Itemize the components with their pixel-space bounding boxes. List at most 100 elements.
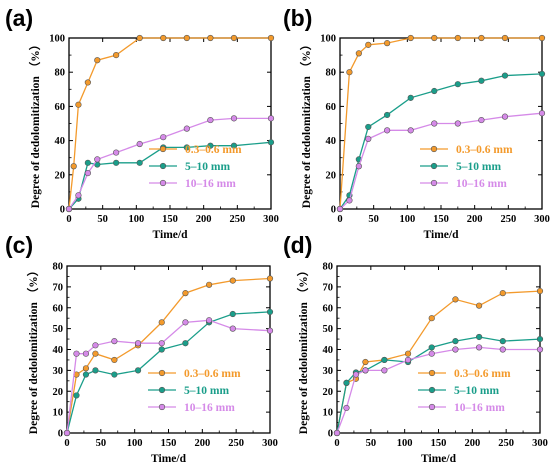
x-tick-label: 200 xyxy=(194,438,210,449)
y-tick-label: 40 xyxy=(323,345,334,356)
data-point xyxy=(230,34,238,42)
legend-marker xyxy=(430,162,438,170)
data-point xyxy=(84,169,91,177)
x-tick-label: 0 xyxy=(66,214,71,225)
data-point xyxy=(82,365,90,372)
data-point xyxy=(499,338,506,345)
legend-marker xyxy=(430,179,438,187)
data-point xyxy=(229,325,236,332)
x-tick-label: 0 xyxy=(337,214,342,225)
series-line-1 xyxy=(68,37,271,210)
data-point xyxy=(346,69,353,76)
legend-marker xyxy=(159,179,167,187)
data-point xyxy=(182,290,189,297)
legend-label: 10–16 mm xyxy=(184,402,235,414)
data-point xyxy=(113,159,120,166)
data-point xyxy=(206,317,213,324)
legend-label: 5–10 mm xyxy=(184,385,229,397)
legend-marker xyxy=(159,145,167,153)
data-point xyxy=(229,277,236,284)
x-tick-label: 250 xyxy=(229,214,245,225)
data-point xyxy=(92,367,99,374)
data-point xyxy=(454,81,461,88)
legend-marker xyxy=(158,386,166,394)
legend-marker xyxy=(428,386,436,394)
legend-label: 0.3–0.6 mm xyxy=(185,144,242,156)
data-point xyxy=(266,275,274,282)
plot-frame xyxy=(66,265,271,434)
legend-label: 10–16 mm xyxy=(454,402,505,414)
data-point xyxy=(499,346,506,353)
x-tick-label: 250 xyxy=(498,438,514,449)
data-point xyxy=(94,57,101,64)
y-tick-label: 80 xyxy=(326,68,337,79)
data-point xyxy=(343,379,350,387)
data-point xyxy=(431,87,438,95)
panel-label: (a) xyxy=(5,5,33,31)
data-point xyxy=(92,350,99,357)
data-point xyxy=(82,350,90,357)
panel-label: (d) xyxy=(283,232,312,258)
data-point xyxy=(476,333,483,341)
data-point xyxy=(182,319,189,326)
y-tick-label: 40 xyxy=(55,136,66,147)
y-tick-label: 60 xyxy=(326,102,337,113)
y-tick-label: 20 xyxy=(326,170,337,181)
x-tick-label: 150 xyxy=(433,214,449,225)
data-point xyxy=(355,163,362,170)
data-point xyxy=(206,281,213,288)
data-point xyxy=(267,139,275,146)
data-point xyxy=(75,101,82,108)
data-point xyxy=(362,358,369,366)
data-point xyxy=(113,51,120,59)
data-point xyxy=(134,367,142,374)
x-tick-label: 250 xyxy=(500,214,516,225)
data-point xyxy=(160,34,167,42)
data-point xyxy=(381,356,388,364)
y-tick-label: 30 xyxy=(53,366,64,377)
data-point xyxy=(82,371,90,378)
data-point xyxy=(501,113,509,120)
data-point xyxy=(536,335,544,343)
y-tick-label: 100 xyxy=(49,34,65,45)
x-axis-title: Time/d xyxy=(421,453,457,465)
data-point xyxy=(428,350,435,357)
x-axis-title: Time/d xyxy=(424,229,460,241)
x-tick-label: 0 xyxy=(64,438,69,449)
data-point xyxy=(158,319,165,326)
data-point xyxy=(452,296,459,303)
y-tick-label: 10 xyxy=(53,408,64,419)
y-tick-label: 80 xyxy=(323,262,334,273)
data-point xyxy=(230,142,238,149)
data-point xyxy=(365,135,372,142)
data-point xyxy=(111,371,118,378)
x-tick-label: 50 xyxy=(368,214,379,225)
data-point xyxy=(94,156,101,163)
x-tick-label: 300 xyxy=(532,438,548,449)
data-point xyxy=(355,50,362,57)
x-tick-label: 300 xyxy=(262,438,278,449)
data-point xyxy=(73,392,80,399)
legend-marker xyxy=(428,403,436,411)
data-point xyxy=(384,127,391,134)
x-tick-label: 50 xyxy=(97,214,108,225)
legend-label: 5–10 mm xyxy=(456,161,501,173)
y-tick-label: 0 xyxy=(328,429,333,440)
y-tick-label: 60 xyxy=(55,102,66,113)
data-point xyxy=(111,356,118,364)
x-tick-label: 250 xyxy=(228,438,244,449)
legend-label: 5–10 mm xyxy=(185,161,230,173)
data-point xyxy=(476,344,483,351)
chart-panel-2: (b) 0 50 100 150 200 250 300 0 20 40 60 80 100 Time/d D… xyxy=(283,5,550,241)
data-point xyxy=(501,34,509,42)
data-point xyxy=(365,41,372,48)
data-point xyxy=(404,356,412,364)
y-tick-label: 40 xyxy=(53,345,64,356)
data-point xyxy=(362,367,369,374)
data-point xyxy=(336,205,344,213)
data-point xyxy=(182,340,189,347)
x-tick-label: 100 xyxy=(399,214,415,225)
data-point xyxy=(536,287,544,295)
data-point xyxy=(266,308,274,316)
